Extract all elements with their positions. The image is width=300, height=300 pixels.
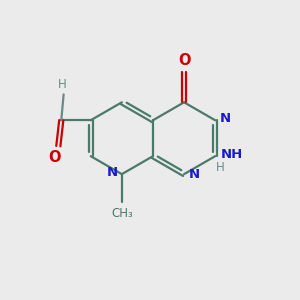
Text: NH: NH [220,148,243,161]
Text: N: N [106,166,117,179]
Text: O: O [49,150,61,165]
Text: H: H [58,79,67,92]
Text: N: N [188,168,200,181]
Text: N: N [220,112,231,125]
Text: CH₃: CH₃ [111,207,133,220]
Text: H: H [216,161,225,174]
Text: O: O [178,53,190,68]
